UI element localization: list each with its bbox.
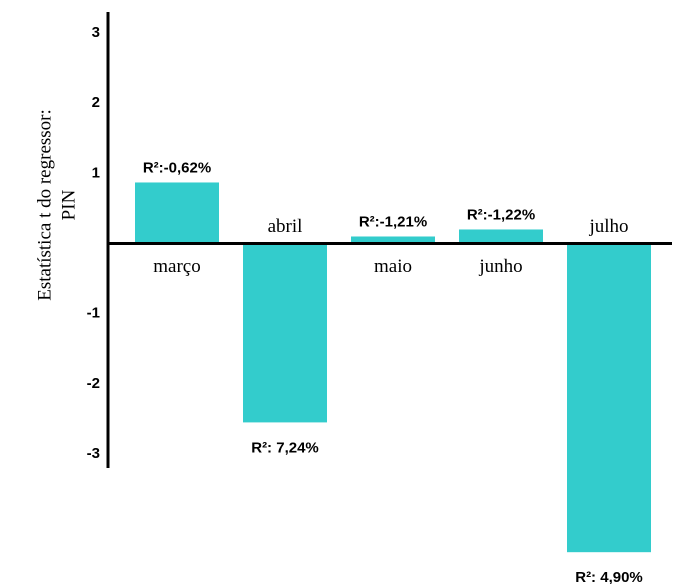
x-tick-label: março [153, 256, 200, 277]
annotation: R²: 7,24% [251, 439, 319, 456]
bar [351, 236, 435, 244]
y-tick-label: -2 [87, 375, 100, 392]
x-tick-label: maio [374, 256, 412, 277]
y-tick-label: -3 [87, 445, 100, 462]
bar [243, 243, 327, 423]
x-tick-label: julho [588, 216, 628, 237]
bar [135, 182, 219, 244]
annotation: R²:-0,62% [143, 159, 211, 176]
y-tick-label: -1 [87, 305, 100, 322]
annotation: R²:-1,22% [467, 206, 535, 223]
y-tick-label: 2 [92, 94, 100, 111]
y-tick-label: 1 [92, 164, 100, 181]
bar [459, 229, 543, 244]
annotation: R²:-1,21% [359, 213, 427, 230]
annotation: R²: 4,90% [575, 569, 643, 584]
x-tick-label: abril [268, 216, 303, 237]
bar [567, 243, 651, 553]
y-tick-label: 3 [92, 24, 100, 41]
y-axis-label: Estatística t do regressor: [34, 109, 55, 301]
x-tick-label: junho [478, 256, 522, 277]
y-axis-label: PIN [58, 189, 79, 220]
